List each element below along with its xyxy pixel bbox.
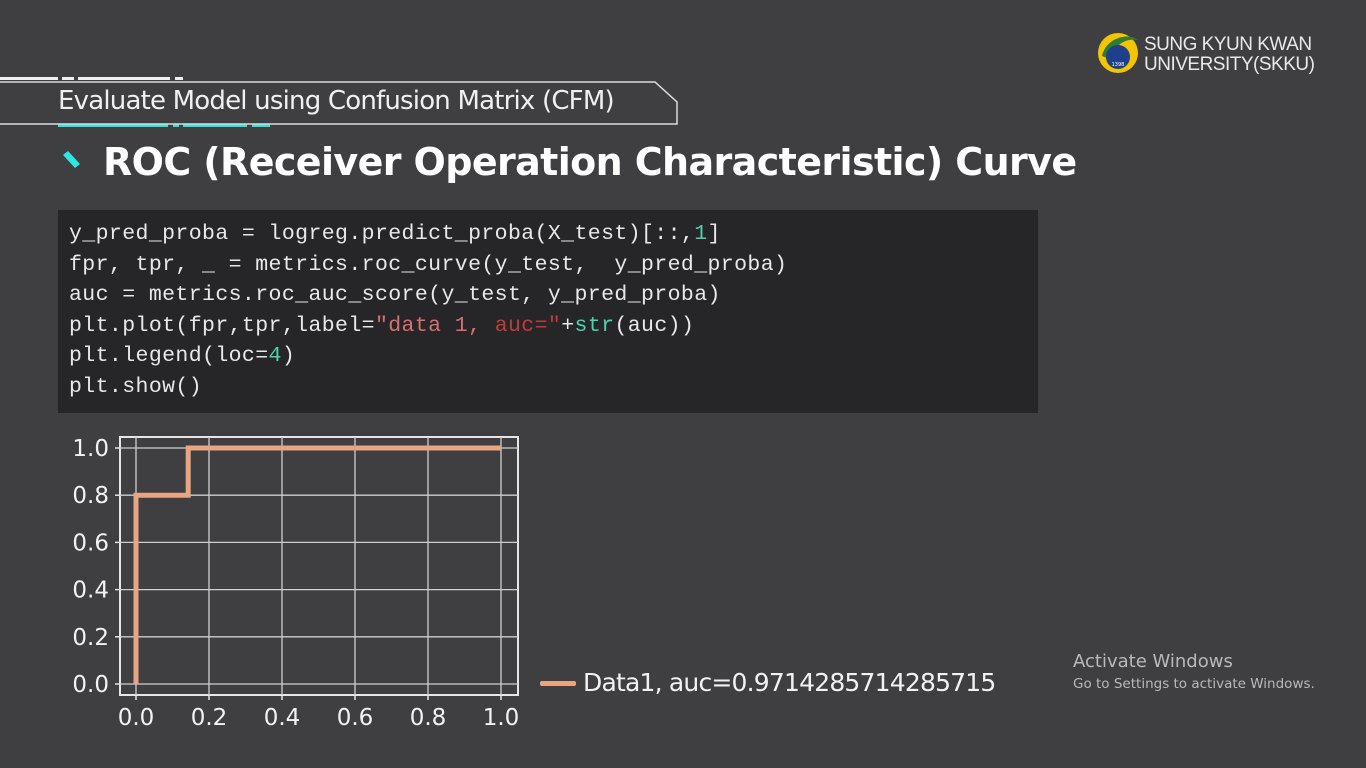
plot-frame bbox=[119, 436, 519, 696]
code-block: y_pred_proba = logreg.predict_proba(X_te… bbox=[58, 210, 1038, 413]
x-tick-label: 0.8 bbox=[410, 705, 447, 731]
decor-line-cyan bbox=[173, 124, 179, 127]
decor-line-cyan bbox=[58, 124, 168, 127]
x-tick-label: 1.0 bbox=[483, 705, 520, 731]
y-tick-label: 0.8 bbox=[72, 483, 109, 509]
page-heading: ROC (Receiver Operation Characteristic) … bbox=[103, 140, 1077, 184]
x-tick-label: 0.0 bbox=[118, 705, 155, 731]
logo-line-1: SUNG KYUN KWAN bbox=[1144, 34, 1312, 55]
watermark-subtitle: Go to Settings to activate Windows. bbox=[1073, 676, 1315, 692]
y-tick-label: 0.0 bbox=[72, 672, 109, 698]
code-line-3: auc = metrics.roc_auc_score(y_test, y_pr… bbox=[69, 283, 721, 307]
roc-curve-line bbox=[133, 445, 501, 684]
decor-line bbox=[0, 77, 58, 80]
watermark-title: Activate Windows bbox=[1073, 651, 1233, 672]
decor-line bbox=[175, 77, 183, 80]
decor-line bbox=[78, 77, 170, 80]
code-line-2: fpr, tpr, _ = metrics.roc_curve(y_test, … bbox=[69, 253, 788, 277]
chart-legend: Data1, auc=0.9714285714285715 bbox=[540, 668, 996, 698]
x-tick-label: 0.2 bbox=[191, 705, 228, 731]
legend-swatch bbox=[540, 681, 576, 686]
code-line-1: y_pred_proba = logreg.predict_proba(X_te… bbox=[69, 222, 721, 246]
skku-emblem-icon: 1398 bbox=[1098, 33, 1138, 73]
roc-chart: 0.0 0.2 0.4 0.6 0.8 1.0 0.0 0.2 0.4 0.6 0.8 1.0 bbox=[72, 436, 519, 731]
decor-line-cyan bbox=[183, 124, 247, 127]
activate-windows-watermark: Activate Windows Go to Settings to activ… bbox=[1073, 651, 1315, 692]
decor-line-cyan bbox=[252, 124, 270, 127]
y-tick-label: 0.2 bbox=[72, 625, 109, 651]
section-tab bbox=[0, 80, 680, 126]
x-tick-label: 0.4 bbox=[264, 705, 301, 731]
bullet-icon bbox=[63, 151, 80, 168]
decor-line bbox=[62, 77, 74, 80]
legend-label: Data1, auc=0.9714285714285715 bbox=[583, 668, 996, 697]
y-tick-label: 0.4 bbox=[72, 578, 109, 604]
code-line-5: plt.legend(loc=4) bbox=[69, 344, 296, 368]
x-tick-label: 0.6 bbox=[337, 705, 374, 731]
y-tick-label: 0.6 bbox=[72, 530, 109, 556]
chart-grid bbox=[119, 436, 519, 696]
code-line-6: plt.show() bbox=[69, 375, 203, 399]
y-tick-label: 1.0 bbox=[72, 436, 109, 462]
logo-line-2: UNIVERSITY(SKKU) bbox=[1144, 54, 1315, 75]
skku-logo: 1398 SUNG KYUN KWAN UNIVERSITY(SKKU) bbox=[1096, 26, 1336, 82]
chart-ticks: 0.0 0.2 0.4 0.6 0.8 1.0 0.0 0.2 0.4 0.6 0.8 1.0 bbox=[72, 436, 519, 731]
logo-year: 1398 bbox=[1112, 62, 1125, 68]
code-line-4: plt.plot(fpr,tpr,label="data 1, auc="+st… bbox=[69, 314, 695, 338]
section-title: Evaluate Model using Confusion Matrix (C… bbox=[58, 86, 615, 116]
chart-series bbox=[133, 445, 501, 684]
